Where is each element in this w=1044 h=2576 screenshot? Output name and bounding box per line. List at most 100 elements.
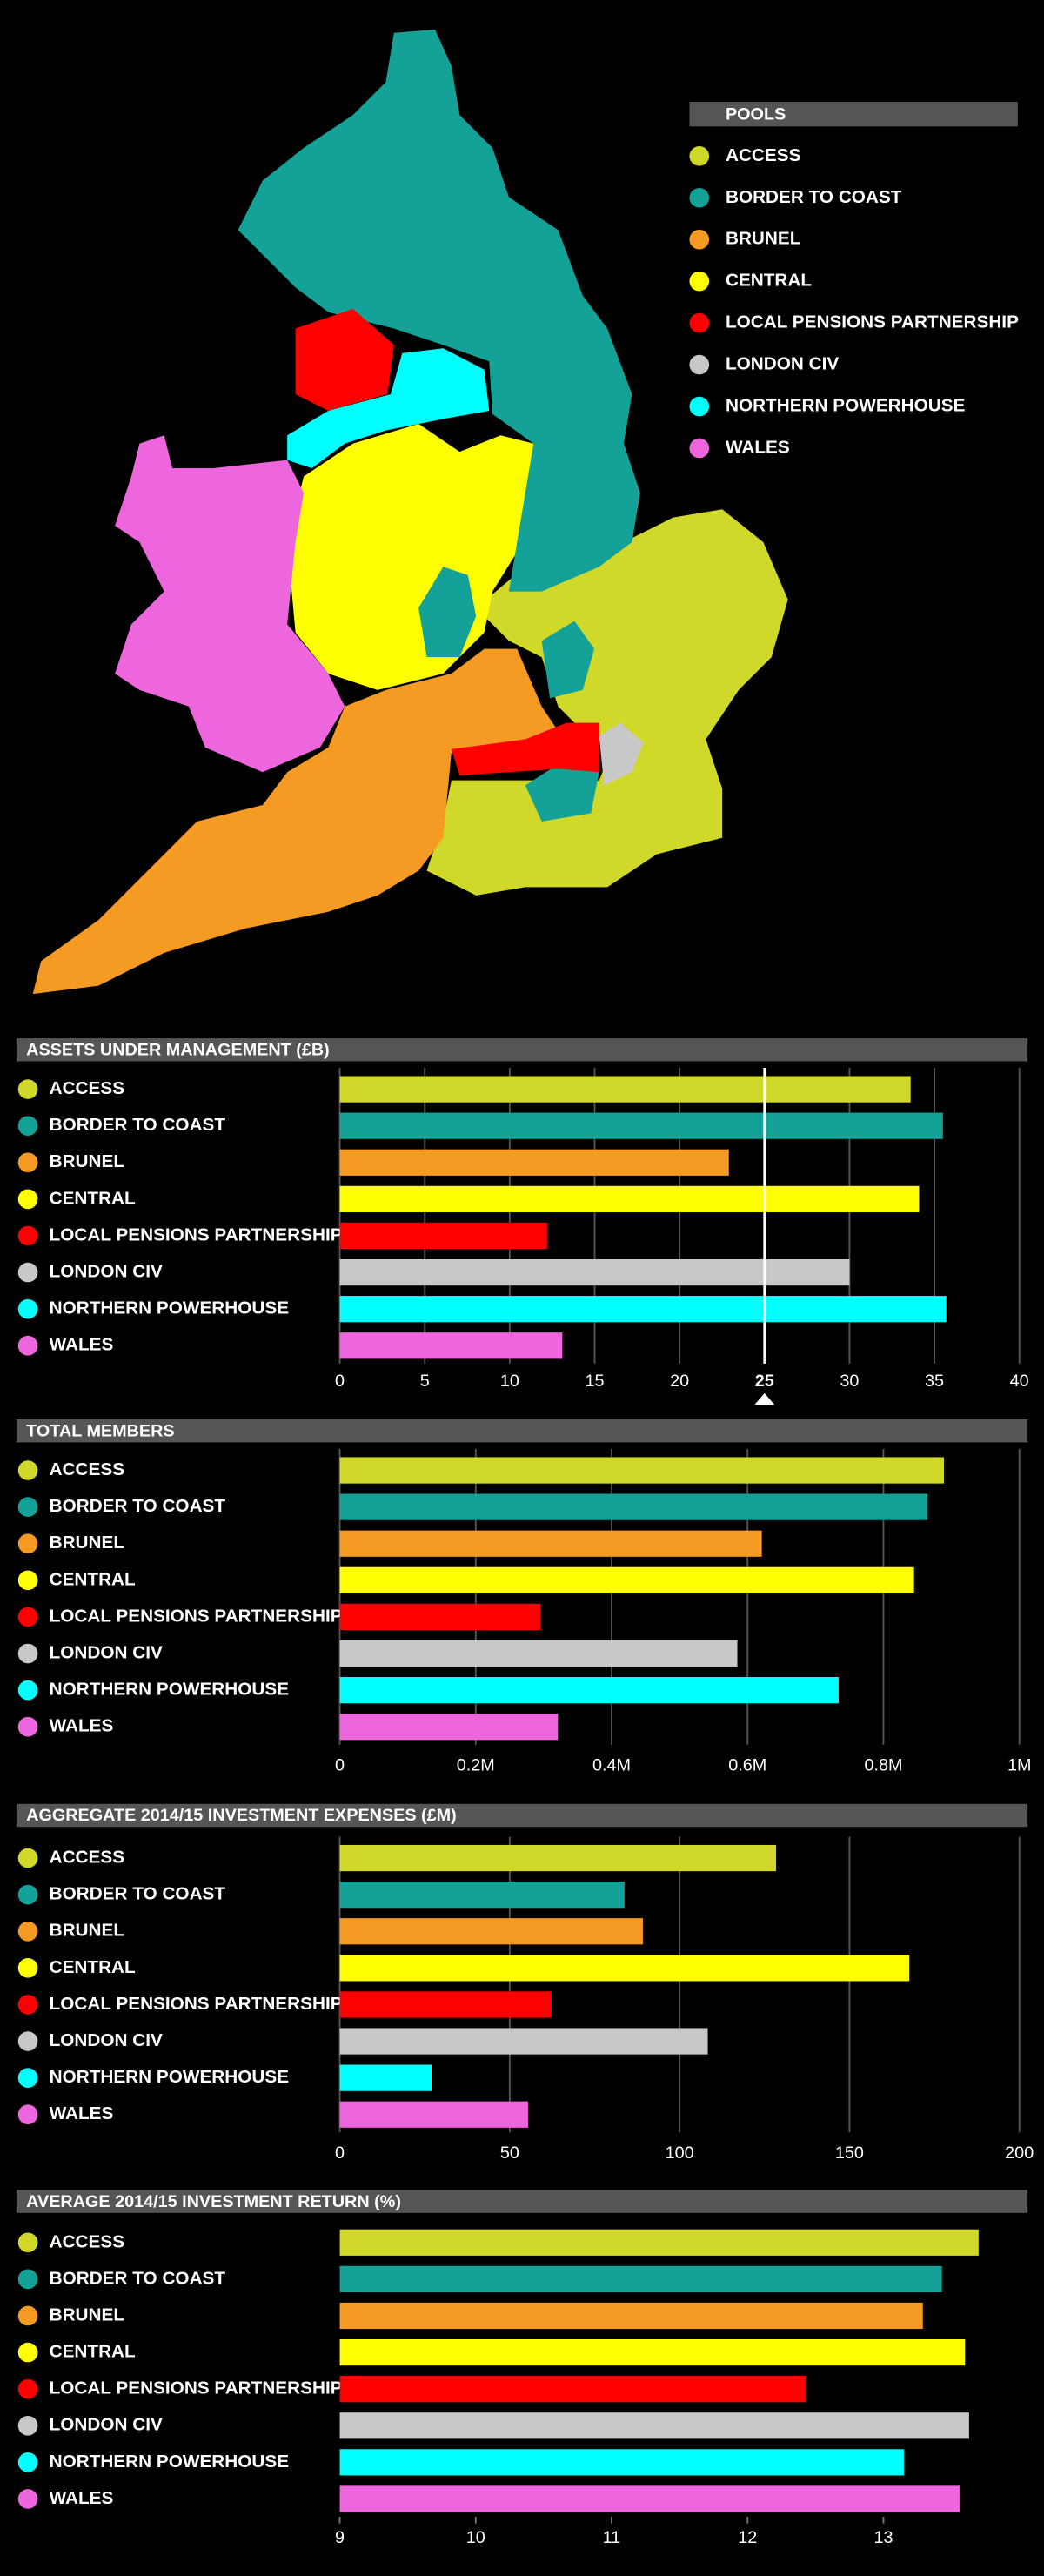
legend-swatch (17, 2031, 38, 2051)
x-tick-label: 150 (835, 2143, 864, 2163)
legend-swatch (17, 2232, 38, 2253)
x-tick-label: 10 (500, 1372, 519, 1391)
chart-title: AVERAGE 2014/15 INVESTMENT RETURN (%) (26, 2192, 401, 2211)
category-label: WALES (50, 2103, 114, 2123)
category-label: CENTRAL (50, 2342, 136, 2362)
bar (339, 1677, 839, 1704)
bar (339, 1991, 552, 2018)
category-label: NORTHERN POWERHOUSE (50, 2452, 290, 2472)
x-tick-label: 0.8M (864, 1756, 902, 1775)
legend-swatch (689, 146, 710, 166)
category-label: BORDER TO COAST (50, 1884, 226, 1904)
category-label: NORTHERN POWERHOUSE (50, 1298, 290, 1318)
legend-title: POOLS (726, 104, 786, 124)
category-label: BORDER TO COAST (50, 2268, 226, 2288)
category-label: BRUNEL (50, 1533, 125, 1553)
category-label: LONDON CIV (50, 1262, 163, 1282)
x-tick-label: 20 (670, 1372, 689, 1391)
map-region (287, 348, 490, 469)
category-label: LOCAL PENSIONS PARTNERSHIP (50, 1606, 343, 1626)
category-label: LONDON CIV (50, 1643, 163, 1663)
x-tick-label: 0 (335, 1372, 345, 1391)
x-tick-label: 5 (420, 1372, 430, 1391)
legend-swatch (17, 1116, 38, 1137)
bar (339, 1566, 914, 1593)
legend-swatch (689, 187, 710, 208)
legend-label: BRUNEL (726, 229, 801, 249)
x-tick-label: 11 (603, 2528, 621, 2547)
category-label: CENTRAL (50, 1957, 136, 1977)
legend-swatch (17, 1533, 38, 1554)
legend-label: CENTRAL (726, 271, 812, 291)
bar (339, 1530, 762, 1557)
bar (339, 1112, 943, 1139)
map-region (541, 621, 595, 699)
legend-swatch (17, 1848, 38, 1868)
x-tick-label: 0.2M (457, 1756, 495, 1775)
bar (339, 2229, 979, 2256)
x-tick-label: 0.6M (728, 1756, 766, 1775)
x-tick-label: 10 (466, 2528, 485, 2547)
legend-swatch (17, 1958, 38, 1978)
category-label: LOCAL PENSIONS PARTNERSHIP (50, 1994, 343, 2014)
bar (339, 1844, 777, 1872)
legend-label: LONDON CIV (726, 354, 839, 374)
category-label: WALES (50, 2488, 114, 2508)
legend-label: WALES (726, 437, 790, 457)
category-label: ACCESS (50, 1848, 125, 1868)
legend-swatch (689, 354, 710, 375)
category-label: WALES (50, 1716, 114, 1736)
bar (339, 1918, 643, 1945)
map-region (599, 722, 644, 786)
category-label: CENTRAL (50, 1188, 136, 1208)
x-tick-label: 25 (755, 1372, 774, 1391)
legend-swatch (17, 2305, 38, 2326)
x-tick-label: 35 (925, 1372, 944, 1391)
category-label: BRUNEL (50, 1921, 125, 1941)
legend-swatch (17, 1298, 38, 1319)
highlight-marker (754, 1392, 775, 1405)
legend-swatch (17, 2378, 38, 2399)
legend-swatch (17, 1570, 38, 1591)
legend-swatch (17, 1335, 38, 1356)
map-region (426, 509, 788, 896)
bar (339, 1714, 559, 1741)
x-tick-label: 1M (1007, 1756, 1032, 1775)
category-label: NORTHERN POWERHOUSE (50, 2067, 290, 2087)
category-label: ACCESS (50, 1459, 125, 1479)
bar (339, 2449, 904, 2476)
map-region (115, 435, 345, 773)
legend-swatch (689, 312, 710, 333)
map-region (525, 759, 599, 822)
category-label: LONDON CIV (50, 2415, 163, 2435)
legend-swatch (17, 1079, 38, 1099)
x-tick-label: 9 (335, 2528, 345, 2547)
category-label: BORDER TO COAST (50, 1496, 226, 1516)
legend-swatch (17, 1152, 38, 1173)
category-label: LOCAL PENSIONS PARTNERSHIP (50, 2378, 343, 2398)
bar (339, 1603, 540, 1631)
bar (339, 1296, 947, 1323)
category-label: BRUNEL (50, 1151, 125, 1171)
chart-header (16, 1803, 1028, 1828)
x-tick-label: 40 (1010, 1372, 1029, 1391)
category-label: LOCAL PENSIONS PARTNERSHIP (50, 1224, 343, 1244)
x-tick-label: 100 (666, 2143, 694, 2163)
legend-swatch (17, 1262, 38, 1283)
legend-label: BORDER TO COAST (726, 187, 902, 207)
bar (339, 1882, 625, 1909)
bar (339, 1076, 911, 1103)
legend-label: ACCESS (726, 145, 801, 165)
legend-swatch (17, 1643, 38, 1664)
legend-swatch (17, 1921, 38, 1942)
chart-header (16, 1419, 1028, 1443)
bar (339, 2338, 966, 2366)
bar (339, 2412, 969, 2439)
x-tick-label: 15 (585, 1372, 604, 1391)
legend-swatch (17, 1607, 38, 1627)
legend-swatch (17, 1460, 38, 1480)
x-tick-label: 0.4M (592, 1756, 631, 1775)
map-region (451, 722, 599, 776)
x-tick-label: 0 (335, 1756, 345, 1775)
bar (339, 2265, 942, 2292)
